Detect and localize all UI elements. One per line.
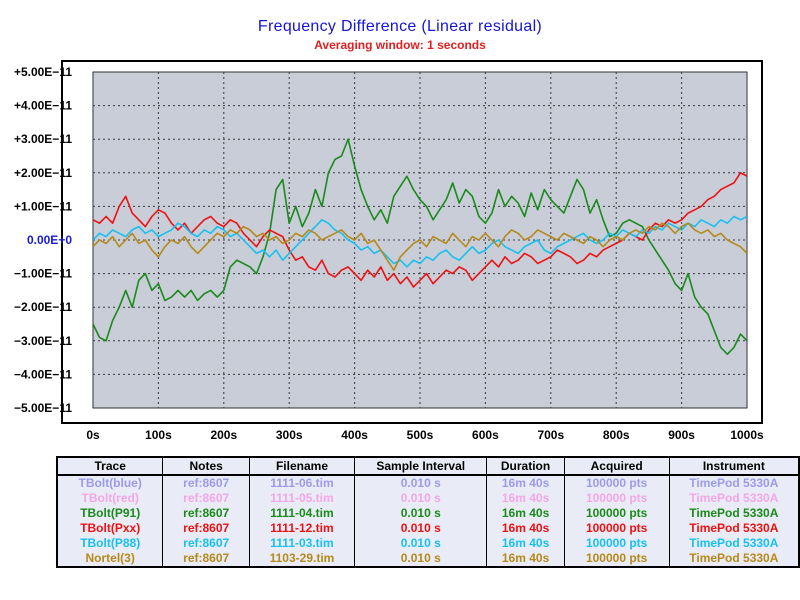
frequency-difference-chart: 0s 100s 200s 300s 400s 500s 600s 700s 800s 900s 10… xyxy=(14,60,764,442)
y-tick-label: −4.00E−11 xyxy=(14,367,72,381)
legend-cell: TimePod 5330A xyxy=(668,536,799,551)
x-tick-label: 900s xyxy=(668,428,695,442)
legend-cell: 1111-06.tim xyxy=(248,475,355,491)
legend-header-cell: Acquired xyxy=(563,457,670,476)
legend-cell: TimePod 5330A xyxy=(668,491,799,506)
legend-row: TBolt(P88) ref:8607 1111-03.tim 0.010 s 16m … xyxy=(57,536,799,551)
y-tick-label: +4.00E−11 xyxy=(14,99,72,113)
x-tick-label: 500s xyxy=(407,428,434,442)
legend-cell: TBolt(red) xyxy=(81,491,139,505)
legend-cell: 100000 pts xyxy=(563,506,670,521)
legend-cell: 16m 40s xyxy=(486,551,565,567)
legend-cell: 16m 40s xyxy=(486,521,565,536)
series-line-tbolt-pxx xyxy=(93,172,747,288)
legend-cell: 16m 40s xyxy=(486,536,565,551)
legend-header-cell: Sample Interval xyxy=(353,457,487,476)
legend-cell: 1111-05.tim xyxy=(248,491,355,506)
trace-legend-table: Trace Notes Filename Sample Interval Duratio… xyxy=(56,456,800,568)
legend-cell: ref:8607 xyxy=(162,551,250,567)
legend-row: TBolt(P91) ref:8607 1111-04.tim 0.010 s 16m … xyxy=(57,506,799,521)
y-tick-label: +1.00E−11 xyxy=(14,199,72,213)
legend-header-cell: Instrument xyxy=(668,457,799,476)
legend-cell: TimePod 5330A xyxy=(668,506,799,521)
legend-cell: ref:8607 xyxy=(162,506,250,521)
legend-cell: TimePod 5330A xyxy=(668,475,799,491)
legend-cell: 0.010 s xyxy=(353,506,487,521)
legend-cell: 1111-04.tim xyxy=(248,506,355,521)
x-tick-label: 800s xyxy=(603,428,630,442)
legend-cell: TimePod 5330A xyxy=(668,551,799,567)
legend-cell: 0.010 s xyxy=(353,491,487,506)
series-line-nortel-3 xyxy=(93,222,747,272)
y-tick-label: +5.00E−11 xyxy=(14,65,72,79)
legend-cell: 16m 40s xyxy=(486,491,565,506)
legend-cell: 100000 pts xyxy=(563,521,670,536)
legend-header-cell: Duration xyxy=(486,457,565,476)
y-tick-label: −5.00E−11 xyxy=(14,401,72,415)
legend-cell: Nortel(3) xyxy=(85,551,135,565)
legend-cell: TBolt(P91) xyxy=(80,506,141,520)
legend-cell: 100000 pts xyxy=(563,475,670,491)
legend-cell: 16m 40s xyxy=(486,506,565,521)
x-tick-label: 300s xyxy=(276,428,303,442)
y-tick-label: −2.00E−11 xyxy=(14,300,72,314)
legend-cell: 0.010 s xyxy=(353,475,487,491)
legend-row: TBolt(Pxx) ref:8607 1111-12.tim 0.010 s 16m … xyxy=(57,521,799,536)
legend-header-row: Trace Notes Filename Sample Interval Duratio… xyxy=(57,457,799,476)
y-tick-label: +2.00E−11 xyxy=(14,166,72,180)
x-tick-label: 700s xyxy=(537,428,564,442)
legend-row: TBolt(blue) ref:8607 1111-06.tim 0.010 s 16m… xyxy=(57,475,799,491)
legend-cell: TBolt(Pxx) xyxy=(80,521,141,535)
legend-cell: TimePod 5330A xyxy=(668,521,799,536)
chart-title: Frequency Difference (Linear residual) xyxy=(257,18,543,35)
legend-cell: 0.010 s xyxy=(353,521,487,536)
y-tick-label: +3.00E−11 xyxy=(14,132,72,146)
x-tick-label: 600s xyxy=(472,428,499,442)
legend-cell: 100000 pts xyxy=(563,491,670,506)
legend-row: Nortel(3) ref:8607 1103-29.tim 0.010 s 16m 4… xyxy=(57,551,799,567)
legend-cell: ref:8607 xyxy=(162,475,250,491)
legend-body: TBolt(blue) ref:8607 1111-06.tim 0.010 s 16m… xyxy=(57,475,799,567)
legend-cell: 1111-03.tim xyxy=(248,536,355,551)
legend-cell: ref:8607 xyxy=(162,521,250,536)
y-tick-label: −3.00E−11 xyxy=(14,334,72,348)
x-tick-label: 200s xyxy=(210,428,237,442)
legend-header-cell: Notes xyxy=(162,457,250,476)
legend-cell: 100000 pts xyxy=(563,551,670,567)
series-line-tbolt-p91 xyxy=(93,138,747,356)
legend-cell: 0.010 s xyxy=(353,551,487,567)
legend-cell: 100000 pts xyxy=(563,536,670,551)
x-tick-label: 100s xyxy=(145,428,172,442)
x-tick-label: 400s xyxy=(341,428,368,442)
legend-cell: ref:8607 xyxy=(162,536,250,551)
legend-header-cell: Trace xyxy=(57,457,163,476)
legend-cell: 16m 40s xyxy=(486,475,565,491)
series-line-tbolt-p88 xyxy=(93,215,747,268)
y-tick-label: 0.00E+0 xyxy=(27,233,72,247)
x-tick-label: 1000s xyxy=(730,428,764,442)
chart-subtitle: Averaging window: 1 seconds xyxy=(314,38,486,52)
x-tick-label: 0s xyxy=(86,428,100,442)
legend-cell: ref:8607 xyxy=(162,491,250,506)
legend-cell: 1103-29.tim xyxy=(248,551,355,567)
legend-cell: 1111-12.tim xyxy=(248,521,355,536)
legend-header-cell: Filename xyxy=(248,457,355,476)
legend-cell: TBolt(blue) xyxy=(78,476,142,490)
y-tick-label: −1.00E−11 xyxy=(14,267,72,281)
legend-row: TBolt(red) ref:8607 1111-05.tim 0.010 s 16m … xyxy=(57,491,799,506)
legend-cell: TBolt(P88) xyxy=(80,536,141,550)
legend-cell: 0.010 s xyxy=(353,536,487,551)
